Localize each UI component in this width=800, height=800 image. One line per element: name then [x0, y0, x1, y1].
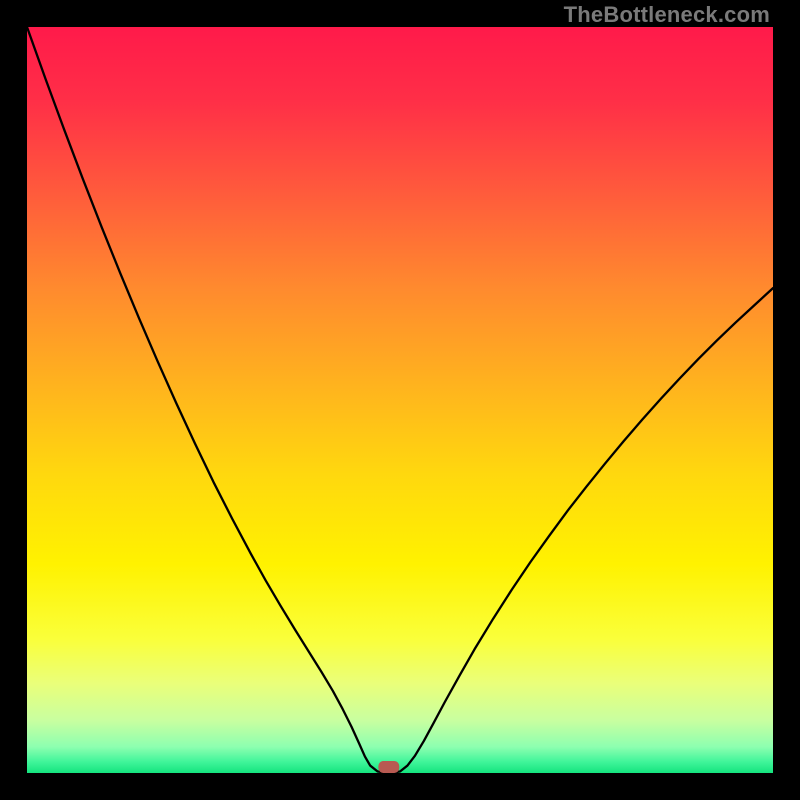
optimal-point-marker: [378, 761, 399, 773]
watermark-text: TheBottleneck.com: [564, 2, 770, 28]
bottleneck-chart: [0, 0, 800, 800]
